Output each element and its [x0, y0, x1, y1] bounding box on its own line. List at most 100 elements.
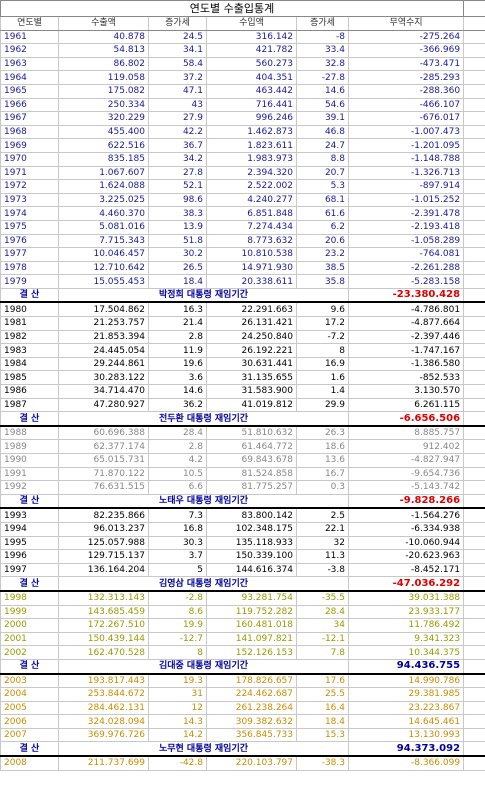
value-cell: 17.2 [296, 316, 349, 331]
data-row: 1969 622.516 36.7 1.823.611 24.7 -1.201.095 [0, 138, 485, 153]
value-cell: -2.8 [148, 590, 207, 606]
data-row: 1977 10.046.457 30.2 10.810.538 23.2 -764.081 [0, 247, 485, 262]
year-cell: 1963 [0, 56, 59, 72]
value-cell: -9.654.736 [347, 466, 465, 482]
data-row: 1964 119.058 37.2 404.351 -27.8 -285.293 [0, 70, 485, 85]
value-cell: 54.813 [58, 43, 149, 58]
blank-cell [463, 493, 485, 510]
blank-cell [463, 83, 485, 99]
year-cell: 1992 [0, 480, 59, 495]
value-cell: 14.6 [148, 384, 207, 399]
blank-cell [463, 260, 485, 276]
value-cell: -20.623.963 [347, 549, 465, 564]
value-cell: -35.5 [296, 590, 349, 606]
value-cell: 27.8 [148, 165, 207, 181]
data-row: 1987 47.280.927 36.2 41.019.812 29.9 6.261.11… [0, 397, 485, 413]
value-cell: 13.9 [148, 219, 207, 235]
year-cell: 1978 [0, 260, 59, 276]
value-cell: 996.246 [206, 111, 297, 126]
value-cell: 2.394.320 [206, 165, 297, 181]
blank-cell [463, 111, 485, 126]
value-cell: 30.3 [148, 535, 207, 551]
value-cell: 26.192.221 [206, 343, 297, 358]
value-cell: 404.351 [206, 70, 297, 85]
year-cell: 1996 [0, 549, 59, 564]
blank-cell [463, 672, 485, 689]
value-cell: 30.283.122 [58, 370, 149, 386]
year-cell: 1961 [0, 29, 59, 45]
year-cell: 1998 [0, 590, 59, 606]
value-cell: 16.7 [296, 466, 349, 482]
value-cell: 20.7 [296, 165, 349, 181]
blank-cell [463, 425, 485, 441]
data-row: 1984 29.244.861 19.6 30.631.441 16.9 -1.386.5… [0, 356, 485, 372]
blank-cell [463, 192, 485, 208]
summary-term: 노무현 대통령 재임기간 [58, 741, 349, 758]
year-cell: 1966 [0, 97, 59, 113]
header-cell: 수출액 [58, 16, 149, 31]
value-cell: 0.3 [296, 480, 349, 495]
value-cell: -3.8 [296, 562, 349, 578]
header-cell: 증가세 [296, 16, 349, 31]
data-row: 1961 40.878 24.5 316.142 -8 -275.264 [0, 29, 485, 45]
year-cell: 1994 [0, 521, 59, 537]
value-cell: -1.747.167 [347, 343, 465, 358]
value-cell: -852.533 [347, 370, 465, 386]
blank-cell [463, 439, 485, 454]
value-cell: 35.8 [296, 274, 349, 289]
value-cell: 21.853.394 [58, 329, 149, 345]
data-row: 1980 17.504.862 16.3 22.291.663 9.6 -4.786.80… [0, 301, 485, 318]
year-cell: 2002 [0, 645, 59, 660]
value-cell: 51.810.632 [206, 425, 297, 441]
summary-term: 김영삼 대통령 재임기간 [58, 576, 349, 592]
blank-cell [463, 645, 485, 660]
value-cell: 18.4 [148, 274, 207, 289]
value-cell: -12.1 [296, 631, 349, 647]
value-cell: 96.013.237 [58, 521, 149, 537]
blank-cell [463, 179, 485, 194]
summary-row: 결 산 노무현 대통령 재임기간 94.373.092 [0, 741, 485, 758]
value-cell: 14.971.930 [206, 260, 297, 276]
value-cell: 178.826.657 [206, 672, 297, 689]
value-cell: 356.845.733 [206, 727, 297, 743]
value-cell: 19.3 [148, 672, 207, 689]
data-row: 1974 4.460.370 38.3 6.851.848 61.6 -2.391.478 [0, 206, 485, 221]
year-cell: 1970 [0, 151, 59, 167]
value-cell: 12.710.642 [58, 260, 149, 276]
value-cell: 28.4 [148, 425, 207, 441]
blank-cell [463, 329, 485, 345]
header-cell: 무역수지 [347, 16, 465, 31]
summary-value: -9.828.266 [347, 493, 465, 510]
summary-label: 결 산 [0, 576, 59, 592]
value-cell: 224.462.687 [206, 687, 297, 702]
value-cell: 320.229 [58, 111, 149, 126]
value-cell: 20.338.611 [206, 274, 297, 289]
value-cell: -764.081 [347, 247, 465, 262]
value-cell: 2.8 [148, 329, 207, 345]
summary-value: 94.373.092 [347, 741, 465, 758]
blank-cell [463, 618, 485, 633]
value-cell: 13.130.993 [347, 727, 465, 743]
value-cell: 119.752.282 [206, 604, 297, 620]
value-cell: 3.130.570 [347, 384, 465, 399]
blank-cell [463, 0, 485, 17]
value-cell: 19.9 [148, 618, 207, 633]
value-cell: 175.082 [58, 83, 149, 99]
value-cell: 141.097.821 [206, 631, 297, 647]
value-cell: -1.007.473 [347, 124, 465, 140]
value-cell: 8 [148, 645, 207, 660]
value-cell: 463.442 [206, 83, 297, 99]
value-cell: 7.8 [296, 645, 349, 660]
value-cell: 21.253.757 [58, 316, 149, 331]
value-cell: 46.8 [296, 124, 349, 140]
value-cell: -1.564.276 [347, 507, 465, 523]
value-cell: -4.877.664 [347, 316, 465, 331]
data-row: 2004 253.844.672 31 224.462.687 25.5 29.381.9… [0, 687, 485, 702]
summary-term: 노태우 대통령 재임기간 [58, 493, 349, 510]
year-cell: 1975 [0, 219, 59, 235]
blank-cell [463, 590, 485, 606]
blank-cell [463, 384, 485, 399]
blank-cell [463, 480, 485, 495]
value-cell: 15.055.453 [58, 274, 149, 289]
value-cell: 26.131.421 [206, 316, 297, 331]
